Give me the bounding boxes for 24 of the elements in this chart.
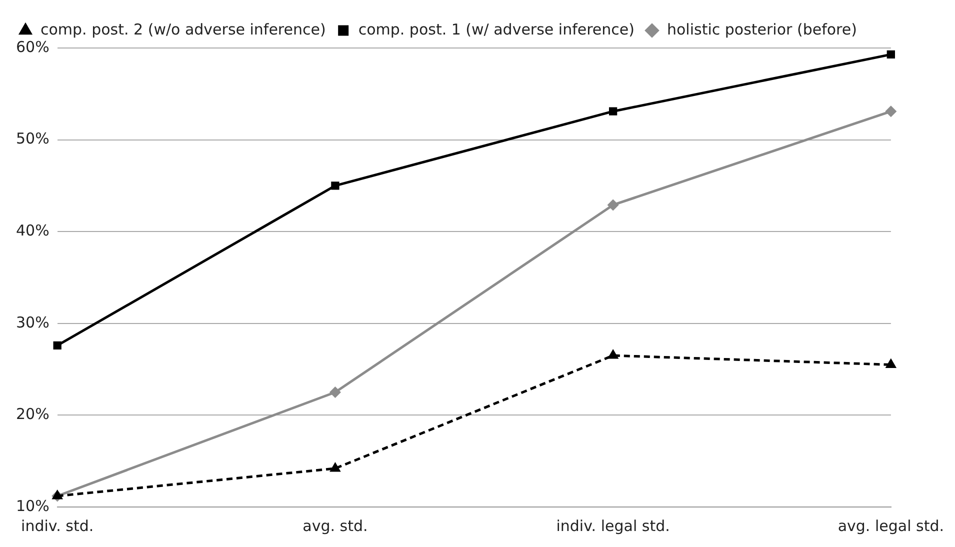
y-tick-label: 50% bbox=[16, 130, 50, 148]
y-tick-label: 20% bbox=[16, 405, 50, 424]
y-tick-label: 10% bbox=[16, 496, 50, 515]
point bbox=[330, 463, 340, 472]
y-tick-label: 60% bbox=[16, 38, 50, 56]
x-tick-label: indiv. legal std. bbox=[556, 516, 670, 535]
x-tick-label: indiv. std. bbox=[21, 516, 94, 535]
point bbox=[886, 106, 896, 117]
y-tick-label: 40% bbox=[16, 221, 50, 240]
legend-label: holistic posterior (before) bbox=[666, 20, 857, 38]
legend-label: comp. post. 2 (w/o adverse inference) bbox=[40, 20, 326, 38]
y-tick-label: 30% bbox=[16, 313, 50, 332]
point bbox=[331, 182, 340, 190]
x-tick-label: avg. std. bbox=[302, 516, 368, 535]
point bbox=[608, 350, 618, 359]
point bbox=[608, 107, 618, 116]
point bbox=[886, 359, 896, 368]
x-tick-label: avg. legal std. bbox=[838, 516, 944, 535]
point bbox=[330, 387, 340, 398]
point bbox=[608, 200, 618, 210]
point bbox=[53, 341, 62, 350]
legend-label: comp. post. 1 (w/ adverse inference) bbox=[358, 20, 635, 38]
point bbox=[886, 50, 895, 59]
point bbox=[52, 490, 62, 500]
